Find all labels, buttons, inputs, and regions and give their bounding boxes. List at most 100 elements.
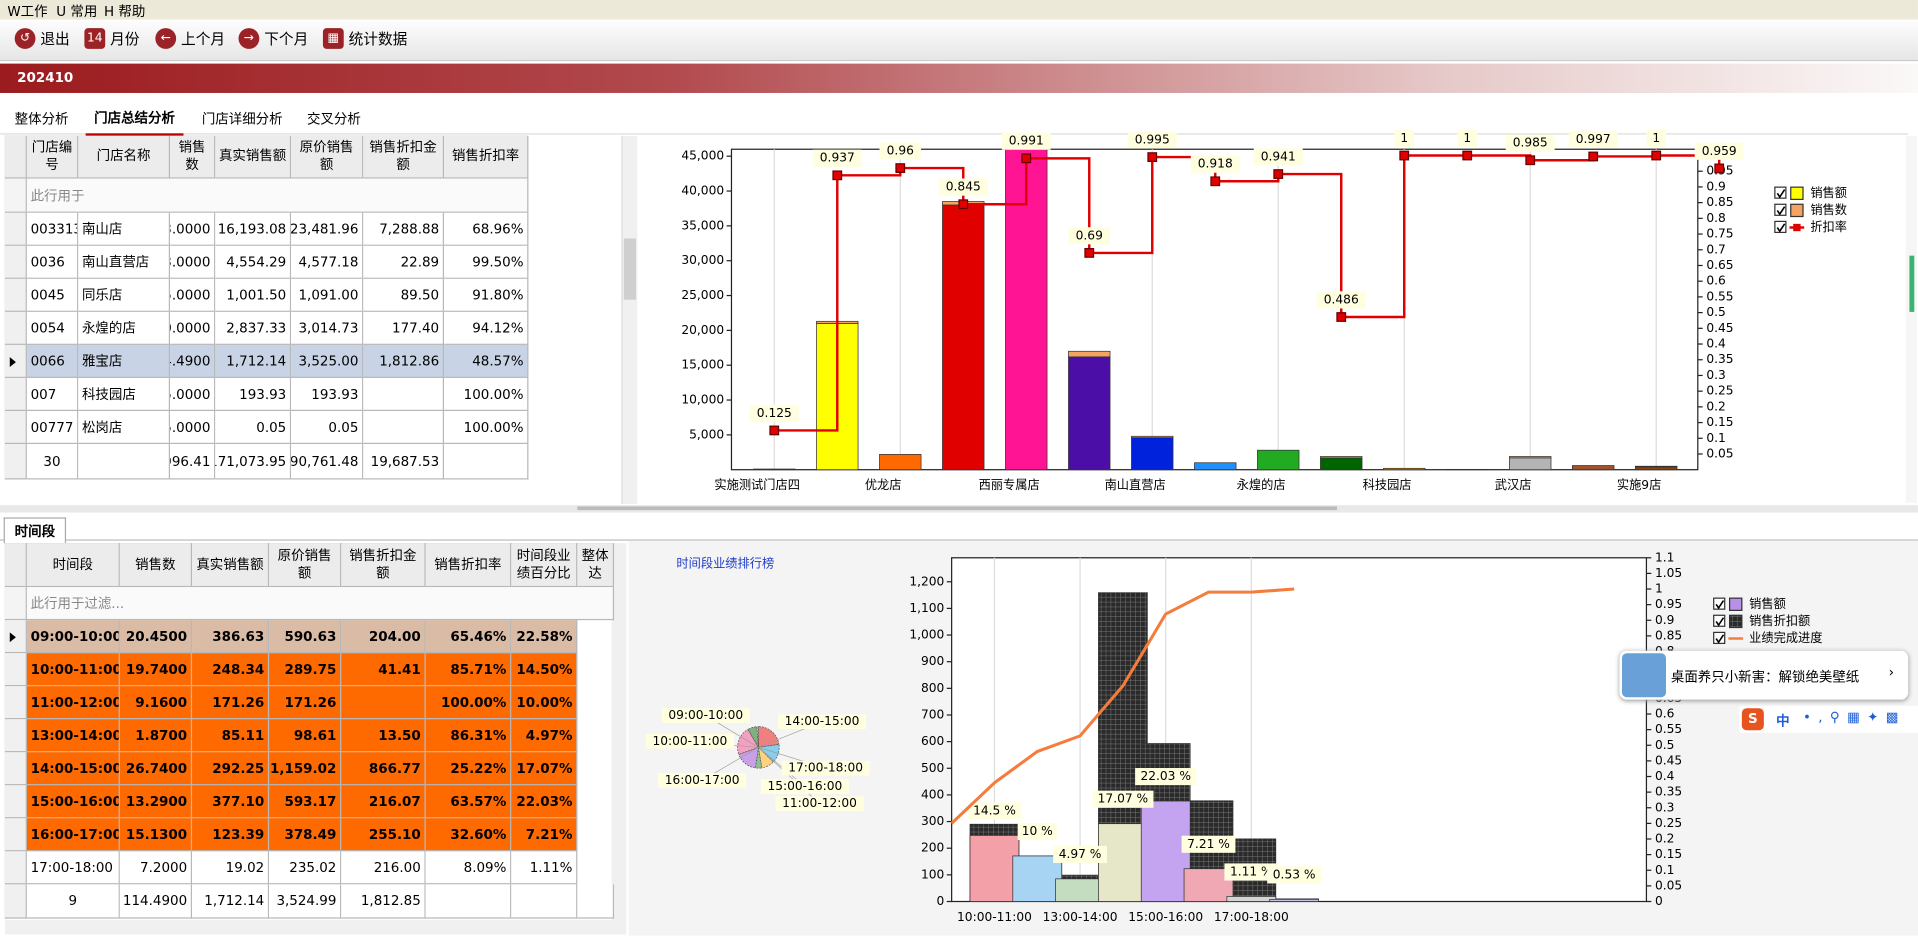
table-cell: 177.40 bbox=[363, 311, 445, 345]
data-label-box bbox=[1457, 129, 1478, 147]
pie-slice bbox=[754, 747, 763, 769]
notification[interactable]: 桌面养只小新害：解锁绝美壁纸 › bbox=[1619, 650, 1909, 700]
tab-active[interactable]: 门店总结分析 bbox=[85, 108, 184, 136]
y2-tick-label: 0.5 bbox=[1655, 738, 1674, 752]
column-header: 真实销售额 bbox=[192, 543, 270, 588]
table-cell: 98.61 bbox=[269, 719, 342, 753]
toolbar-button[interactable]: ← 上个月 bbox=[155, 28, 225, 49]
scroll-thumb[interactable] bbox=[623, 238, 637, 300]
pie-label: 17:00-18:00 bbox=[788, 761, 863, 775]
menu-item[interactable]: U 常用 bbox=[56, 3, 98, 20]
period-bar: 202410 bbox=[0, 63, 1918, 93]
legend-checkbox bbox=[1713, 597, 1726, 610]
legend-swatch bbox=[1793, 223, 1801, 232]
line-marker bbox=[1084, 248, 1095, 258]
scrollbar[interactable] bbox=[611, 543, 627, 920]
line-marker bbox=[1462, 150, 1473, 161]
period: 202410 bbox=[17, 69, 74, 86]
x-tick-label: 15:00-16:00 bbox=[1128, 910, 1203, 924]
legend-label: 销售额 bbox=[1749, 596, 1786, 611]
table-cell: 216.00 bbox=[341, 851, 426, 885]
table-cell: 10.00% bbox=[511, 686, 578, 720]
table-cell: 193.93 bbox=[215, 377, 292, 411]
row-indicator bbox=[4, 245, 27, 279]
data-label: 0.53 % bbox=[1273, 867, 1316, 881]
bar bbox=[1055, 878, 1105, 902]
y2-tick-label: 0.15 bbox=[1706, 415, 1733, 429]
data-label: 0.985 bbox=[1513, 136, 1548, 150]
legend-label: 销售额 bbox=[1810, 185, 1847, 200]
table-cell: 86.31% bbox=[425, 719, 512, 753]
column-header: 时间段业绩百分比 bbox=[511, 543, 578, 588]
data-label: 1 bbox=[1463, 131, 1471, 145]
column-header: 销售折扣金额 bbox=[341, 543, 426, 588]
splitter[interactable] bbox=[0, 505, 1918, 513]
y2-tick-label: 0.55 bbox=[1655, 722, 1682, 736]
table-cell: 289.75 bbox=[269, 653, 342, 687]
table-cell: 南山店 bbox=[78, 212, 171, 246]
bar bbox=[969, 835, 1020, 902]
ime-mode[interactable]: 中 bbox=[1776, 713, 1790, 730]
pie-slice bbox=[756, 726, 759, 748]
menu-item[interactable]: W工作 bbox=[7, 3, 48, 20]
tab[interactable]: 整体分析 bbox=[14, 111, 69, 128]
data-label-box bbox=[1135, 768, 1197, 786]
data-label-box bbox=[1224, 863, 1279, 881]
table-cell: 32.60% bbox=[425, 818, 512, 852]
tab[interactable]: 门店详细分析 bbox=[201, 111, 283, 128]
toolbar-button[interactable]: 14 月份 bbox=[84, 28, 139, 49]
table-cell: 14:00-15:00 bbox=[26, 752, 120, 786]
table-cell: 19.02 bbox=[192, 851, 270, 885]
table-cell: 255.10 bbox=[341, 818, 426, 852]
y2-tick-label: 0 bbox=[1655, 894, 1663, 908]
line-marker bbox=[1588, 151, 1599, 162]
footer-cell: 19,687.53 bbox=[363, 444, 445, 480]
splitter-handle[interactable] bbox=[577, 506, 1337, 511]
row-indicator bbox=[4, 851, 27, 885]
table-cell: 100.00% bbox=[444, 410, 529, 445]
data-label: 0.937 bbox=[820, 151, 855, 165]
table-cell: 3.0000 bbox=[170, 245, 216, 279]
bar bbox=[1012, 855, 1063, 902]
table-cell: 8.09% bbox=[425, 851, 512, 885]
scrollbar[interactable] bbox=[621, 135, 638, 504]
footer-cell: 190,761.48 bbox=[291, 444, 364, 480]
table-cell: 590.63 bbox=[269, 620, 342, 654]
line-marker bbox=[1147, 152, 1158, 162]
check bbox=[1715, 600, 1725, 610]
table-cell: 23,481.96 bbox=[291, 212, 364, 246]
scrollbar[interactable] bbox=[4, 919, 627, 935]
table-cell: 003313 bbox=[26, 212, 79, 246]
y2-tick-label: 0.35 bbox=[1655, 785, 1682, 799]
scroll-thumb[interactable] bbox=[1909, 255, 1915, 312]
data-label: 22.03 % bbox=[1140, 769, 1190, 783]
table-cell: 13.2900 bbox=[119, 785, 193, 819]
menu-item[interactable]: H 帮助 bbox=[103, 3, 146, 20]
scrollbar[interactable] bbox=[1905, 135, 1917, 503]
tab[interactable]: 交叉分析 bbox=[307, 111, 361, 128]
y2-tick-label: 1 bbox=[1655, 582, 1663, 596]
y-tick-label: 900 bbox=[921, 654, 944, 668]
data-label: 17.07 % bbox=[1098, 792, 1148, 806]
data-label-box bbox=[1505, 134, 1555, 152]
pie-label: 10:00-11:00 bbox=[652, 734, 727, 748]
tab-bar: 整体分析 门店总结分析 门店详细分析 交叉分析 bbox=[0, 103, 1909, 136]
selected-marker bbox=[9, 631, 16, 642]
table-cell: 4.97% bbox=[511, 719, 578, 753]
table-cell: 235.02 bbox=[269, 851, 342, 885]
toolbar-button[interactable]: → 下个月 bbox=[238, 28, 308, 49]
table-cell: 0054 bbox=[26, 311, 79, 345]
table-cell: 7.21% bbox=[511, 818, 578, 852]
y-tick-label: 200 bbox=[921, 841, 944, 855]
table-cell: 26.7400 bbox=[119, 752, 193, 786]
pie-slice bbox=[747, 726, 759, 748]
toolbar-button[interactable]: ▦ 统计数据 bbox=[322, 28, 407, 49]
column-header: 原价销售额 bbox=[269, 543, 342, 588]
ime-bar[interactable]: S 中 •,⚲▦✦▩ bbox=[1739, 705, 1918, 733]
toolbar-button[interactable]: ↺ 退出 bbox=[14, 28, 70, 49]
x-tick-label: 17:00-18:00 bbox=[1214, 910, 1289, 924]
table-cell: 68.96% bbox=[444, 212, 529, 246]
tab-active[interactable]: 时间段 bbox=[3, 517, 67, 544]
y2-tick-label: 0.45 bbox=[1706, 321, 1733, 335]
table-cell: 1.11% bbox=[511, 851, 578, 885]
